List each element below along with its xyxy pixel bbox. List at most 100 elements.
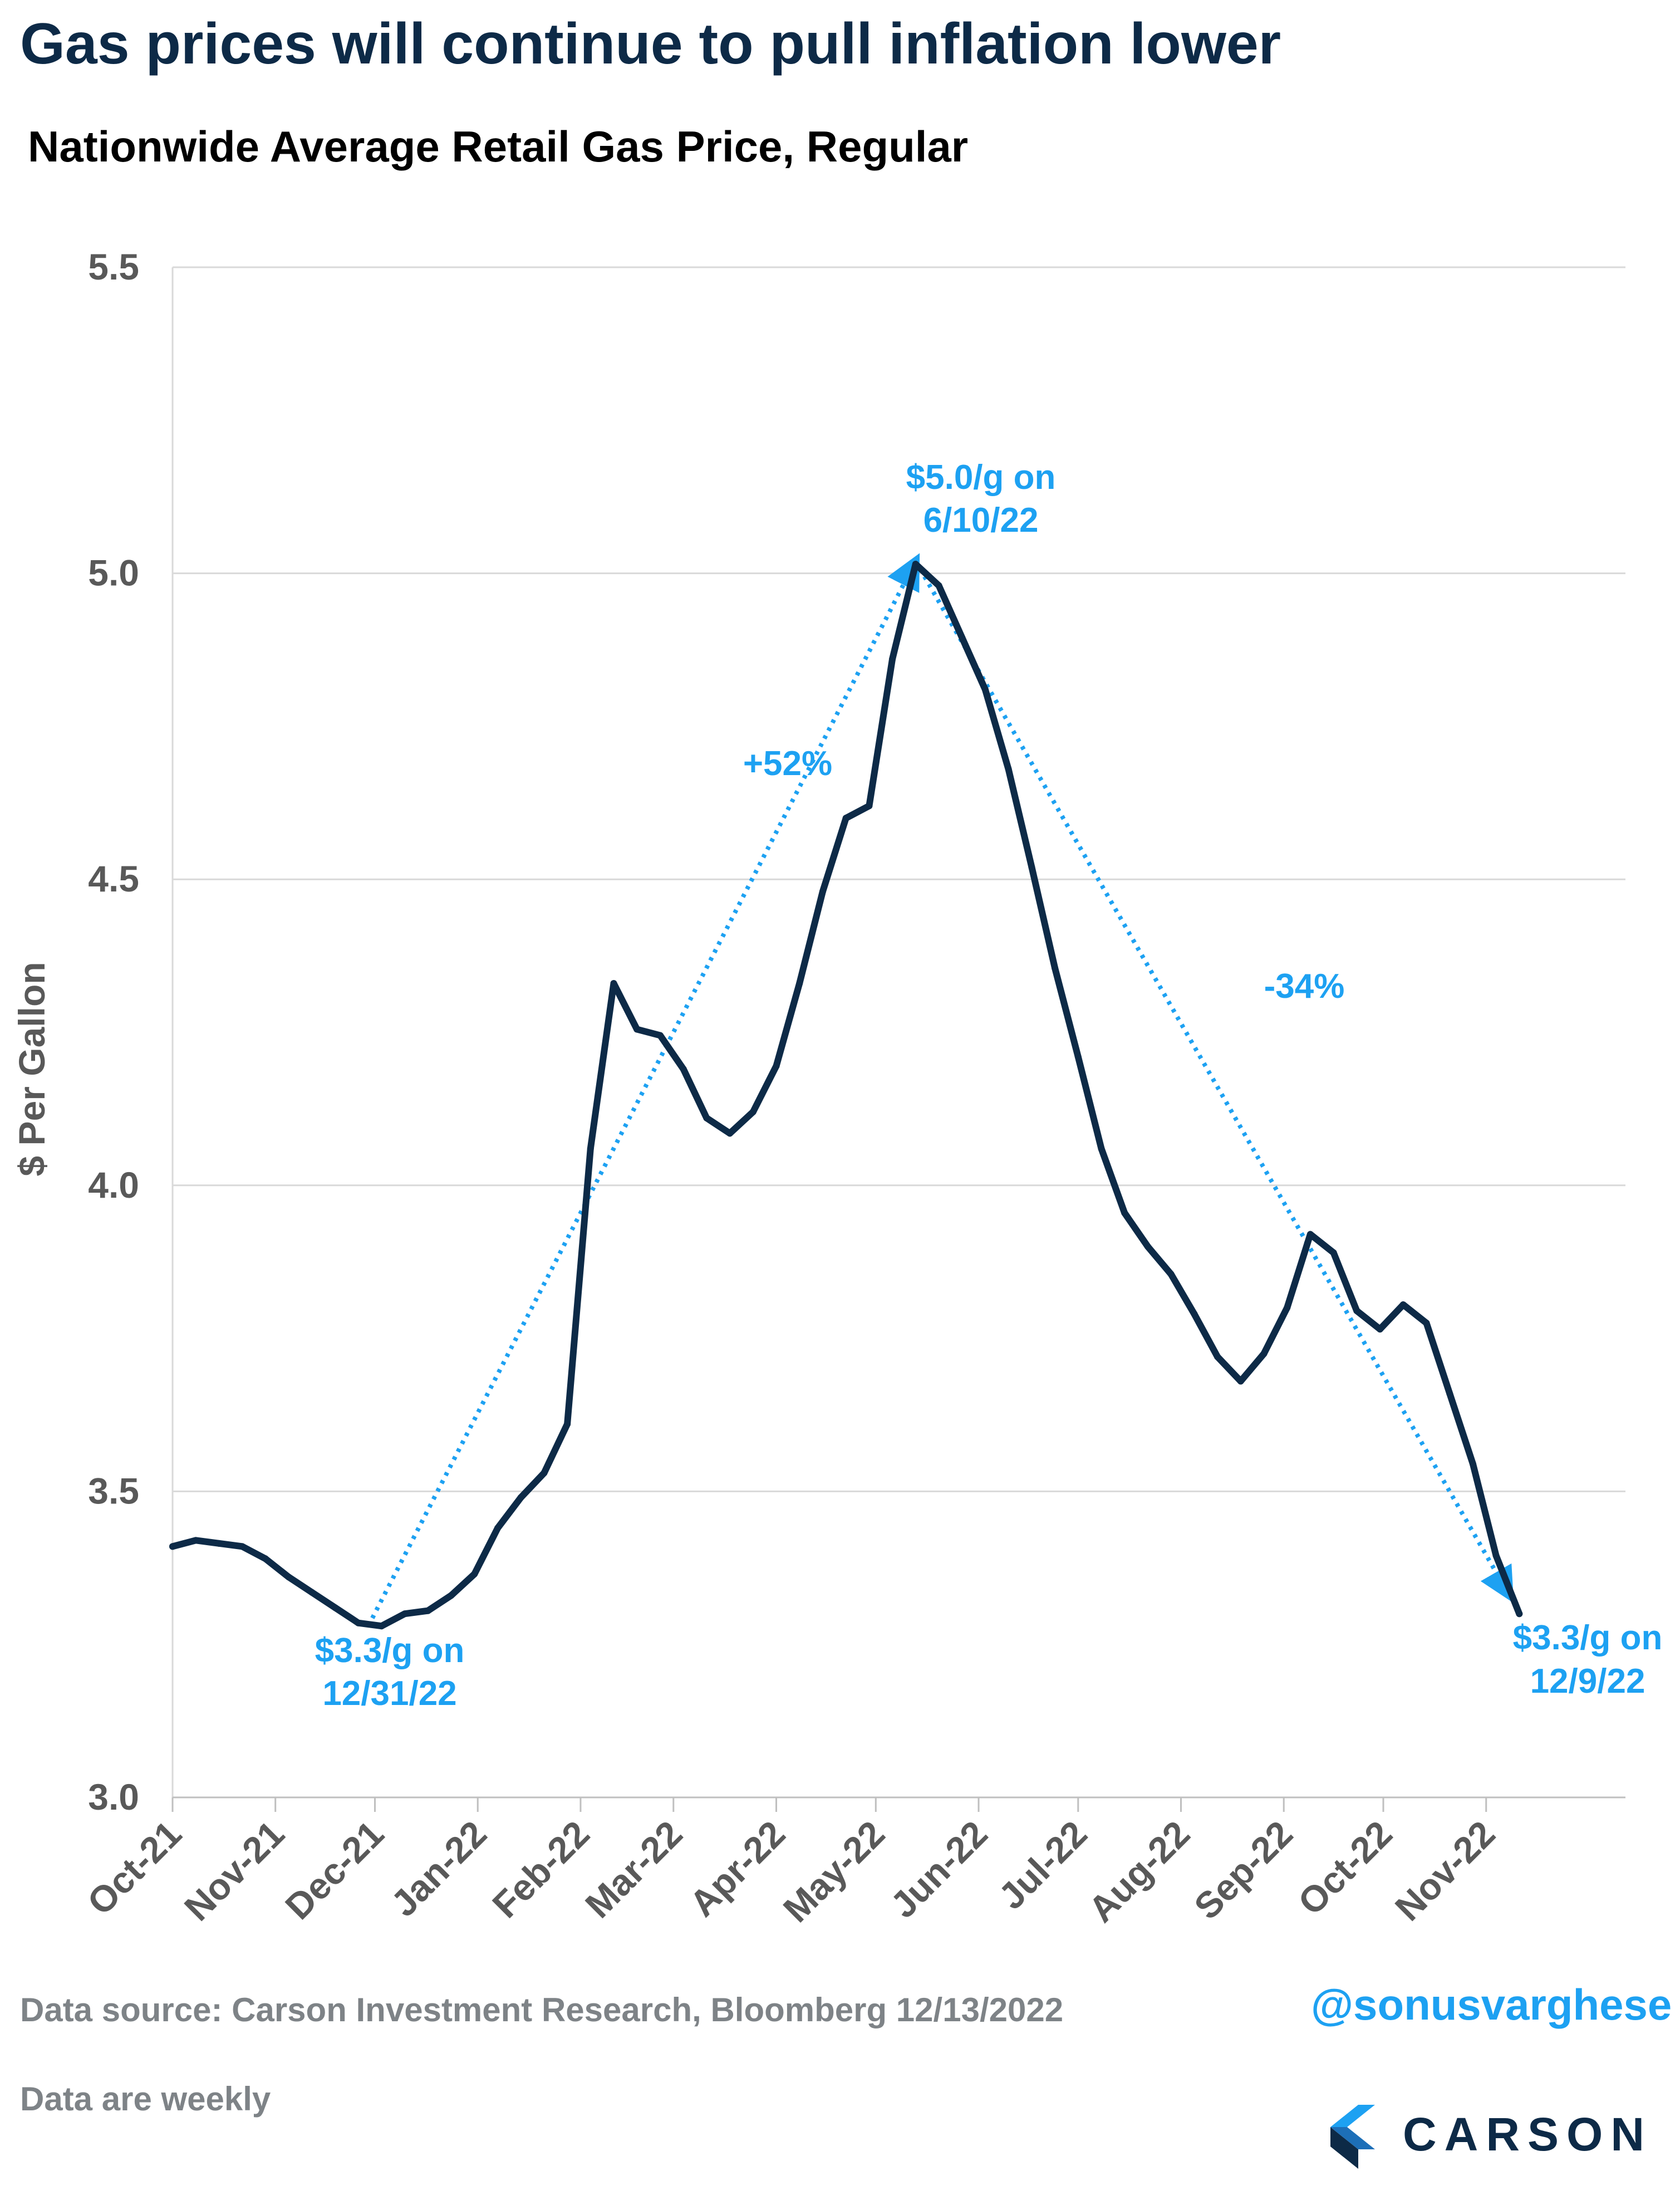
rise-percent-label: +52% [743,744,832,783]
data-point [773,1062,780,1070]
data-point [912,561,919,568]
data-frequency-note: Data are weekly [20,2080,271,2118]
data-point [355,1619,362,1626]
x-tick-label: Aug-22 [1080,1813,1197,1930]
x-tick-label: Dec-21 [277,1813,391,1927]
data-point [424,1607,431,1614]
start-label-line1: $3.3/g on [315,1631,465,1670]
data-point [494,1525,501,1532]
data-point [1121,1209,1128,1217]
data-point [308,1589,316,1596]
data-point [610,980,617,987]
x-tick-label: Mar-22 [577,1813,690,1926]
data-point [703,1114,710,1121]
data-point [656,1032,664,1039]
x-tick-label: Nov-21 [176,1813,292,1929]
data-point [819,888,826,895]
data-point [1074,1053,1082,1060]
y-tick-label: 4.0 [88,1164,139,1206]
data-point [215,1540,223,1547]
peak-label-line1: $5.0/g on [906,458,1056,497]
data-point [448,1592,455,1599]
data-point [1399,1301,1407,1309]
annotation-labels: $3.3/g on 12/31/22 $5.0/g on 6/10/22 $3.3/g … [315,458,1663,1713]
peak-label-line2: 6/10/22 [923,501,1039,540]
data-point [564,1420,571,1428]
data-point [726,1130,734,1137]
end-label-line1: $3.3/g on [1513,1619,1663,1657]
data-point [378,1623,385,1630]
data-point [889,655,896,663]
carson-logo-icon [1330,2105,1375,2169]
carson-logo: CARSON [1325,2094,1644,2172]
end-label-line2: 12/9/22 [1530,1662,1645,1701]
data-point [1446,1390,1453,1397]
data-point [1144,1243,1151,1250]
carson-logo-text: CARSON [1403,2108,1653,2160]
price-series [169,561,1523,1630]
y-tick-label: 5.5 [88,246,139,287]
data-point [169,1543,176,1550]
data-point [239,1543,246,1550]
x-tick-label: Oct-21 [79,1813,189,1923]
data-point [1167,1271,1175,1278]
price-line [169,561,1523,1630]
data-point [285,1574,292,1581]
data-point [935,582,942,589]
x-tick-label: May-22 [775,1813,893,1930]
x-tick-label: Feb-22 [484,1813,597,1926]
x-tick-label: Nov-22 [1387,1813,1503,1929]
data-point [1028,864,1035,871]
chart-subtitle: Nationwide Average Retail Gas Price, Reg… [28,122,969,171]
data-source-note: Data source: Carson Investment Research,… [20,1991,1064,2028]
start-label-line2: 12/31/22 [322,1674,456,1713]
data-point [1005,766,1012,773]
data-point [401,1610,409,1618]
x-tick-label: Jul-22 [990,1813,1094,1917]
fall-arrow [913,560,1514,1604]
x-tick-label: Apr-22 [681,1813,793,1924]
data-point [680,1065,687,1072]
y-axis-label: $ Per Gallon [11,962,52,1176]
data-point [1191,1310,1198,1317]
data-point [981,686,989,693]
x-tick-label: Oct-22 [1290,1813,1400,1923]
data-point [587,1145,594,1152]
data-point [1492,1552,1500,1559]
data-point [1260,1350,1268,1358]
data-point [796,980,803,987]
trend-arrows [366,553,1514,1628]
y-tick-label: 5.0 [88,552,139,594]
data-point [471,1570,478,1577]
data-point [1469,1460,1476,1467]
data-point [331,1604,338,1611]
line-chart: 3.0 3.5 4.0 4.5 5.0 5.5 Oct-21Nov-21Dec-21Jan-… [11,246,1663,1930]
data-point [262,1555,269,1562]
axes: 3.0 3.5 4.0 4.5 5.0 5.5 Oct-21Nov-21Dec-21Jan-… [79,246,1625,1930]
x-tick-label: Sep-22 [1186,1813,1300,1927]
fall-percent-label: -34% [1264,967,1345,1006]
data-point [1353,1307,1360,1315]
gridlines [173,266,1625,1492]
data-point [517,1494,524,1501]
data-point [1306,1231,1314,1238]
data-point [633,1026,641,1033]
data-point [1052,964,1059,972]
data-point [959,634,966,641]
data-point [1330,1249,1337,1256]
data-point [1284,1304,1291,1311]
data-point [1377,1326,1384,1333]
data-point [1214,1353,1221,1360]
y-tick-label: 3.0 [88,1776,139,1817]
data-point [1237,1378,1244,1385]
data-point [842,815,849,822]
data-point [1516,1610,1523,1618]
data-point [866,802,873,810]
rise-arrow [366,553,920,1628]
y-tick-label: 4.5 [88,858,139,899]
data-point [1423,1320,1430,1327]
data-point [1098,1145,1105,1152]
x-tick-label: Jun-22 [882,1813,995,1926]
chart-title: Gas prices will continue to pull inflati… [20,12,1281,76]
data-point [749,1108,757,1115]
